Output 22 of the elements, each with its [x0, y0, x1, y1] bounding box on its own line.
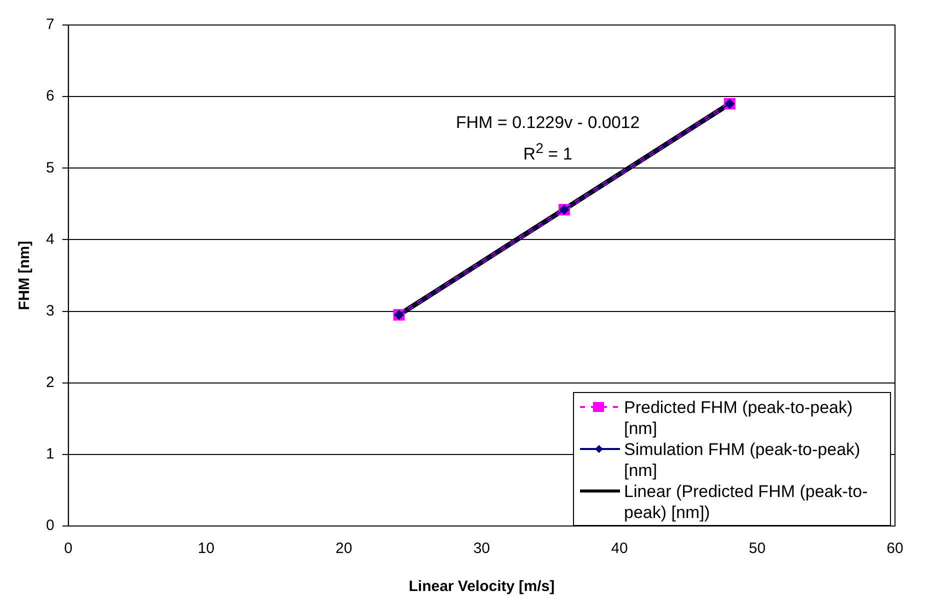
y-tick-label: 5 [46, 159, 54, 176]
x-tick-label: 60 [886, 540, 904, 558]
x-tick-label: 30 [473, 540, 490, 558]
annotation: R$^{2}$ = 1 [522, 141, 574, 165]
y-tick-label: 6 [46, 88, 54, 105]
x-tick-label: 10 [198, 540, 214, 558]
legend-label: Predicted FHM (peak-to-peak) [nm] [624, 397, 854, 439]
y-tick-label: 3 [46, 302, 54, 320]
legend-label: Linear (Predicted FHM (peak-to-peak) [nm]) [624, 481, 869, 523]
y-tick-label: 2 [46, 374, 54, 391]
legend-label: Simulation FHM (peak-to-peak) [nm] [624, 439, 862, 481]
x-tick-label: 0 [64, 540, 73, 558]
x-tick-label: 40 [611, 540, 628, 558]
x-axis-title: Linear Velocity [m/s] [408, 578, 555, 596]
y-tick-label: 7 [46, 16, 54, 34]
y-tick-label: 0 [46, 517, 54, 534]
y-tick-label: 1 [46, 446, 54, 463]
y-tick-label: 4 [46, 230, 54, 248]
y-axis-title: FHM [nm] [16, 240, 34, 310]
annotation: FHM = 0.1229v - 0.0012 [454, 113, 641, 133]
x-tick-label: 50 [748, 540, 766, 558]
x-tick-label: 20 [336, 540, 352, 558]
